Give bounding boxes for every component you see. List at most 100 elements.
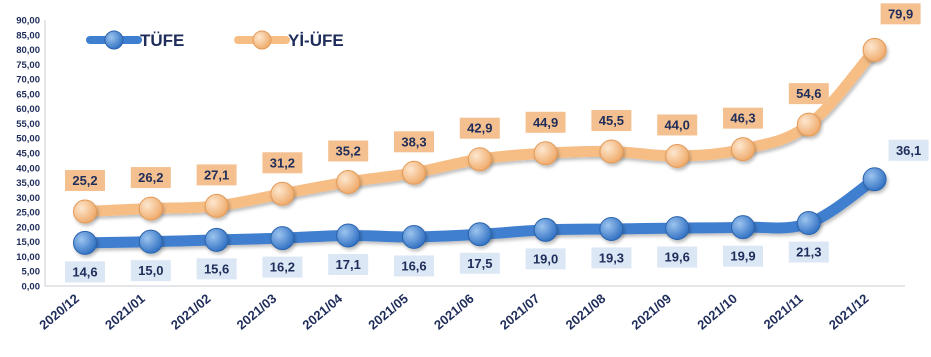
data-label: 44,9 <box>533 115 558 130</box>
y-tick-label: 15,00 <box>16 237 40 248</box>
series-1-point <box>862 37 887 62</box>
series-1-point <box>731 137 755 162</box>
data-label: 27,1 <box>204 167 229 182</box>
series-0-point <box>796 211 821 236</box>
series-1-point <box>204 193 229 218</box>
x-tick-label: 2021/02 <box>168 291 214 333</box>
y-tick-label: 65,00 <box>16 89 40 100</box>
legend-marker-1 <box>252 30 272 50</box>
data-label: 26,2 <box>138 170 163 185</box>
y-tick-label: 55,00 <box>16 119 40 130</box>
series-1-point <box>402 160 426 185</box>
data-label-box <box>880 3 921 25</box>
data-label: 36,1 <box>896 143 921 158</box>
x-axis: 2020/12 2021/01 2021/02 2021/03 2021/04 2021/… <box>36 285 905 333</box>
y-tick-label: 60,00 <box>16 104 40 115</box>
data-label: 44,0 <box>665 117 690 132</box>
data-label: 42,9 <box>467 121 492 136</box>
y-tick-label: 5,00 <box>22 267 41 278</box>
y-tick-label: 45,00 <box>16 149 40 160</box>
data-label-box <box>657 114 698 136</box>
data-label-box <box>591 110 632 132</box>
data-label: 14,6 <box>72 264 97 279</box>
data-label-box <box>459 252 500 274</box>
series-1-point <box>73 199 97 224</box>
series-0-point <box>862 167 887 192</box>
x-tick-label: 2021/01 <box>102 291 148 333</box>
y-tick-label: 20,00 <box>16 222 40 233</box>
data-label: 25,2 <box>72 173 97 188</box>
x-tick-label: 2020/12 <box>36 291 82 333</box>
x-tick-label: 2021/09 <box>628 291 674 333</box>
series-0-point <box>731 215 755 240</box>
data-label: 19,9 <box>730 249 755 264</box>
series-1-point <box>599 139 624 164</box>
data-label-box <box>394 255 434 277</box>
data-label: 16,2 <box>270 260 295 275</box>
data-label: 31,2 <box>270 155 295 170</box>
y-tick-label: 75,00 <box>16 60 40 71</box>
data-label: 17,5 <box>467 256 492 271</box>
series-1-point <box>665 143 690 168</box>
data-label: 38,3 <box>401 134 426 149</box>
y-tick-label: 70,00 <box>16 75 40 86</box>
series-0-point <box>467 222 492 247</box>
series-0-point <box>665 216 690 241</box>
data-label: 45,5 <box>599 113 624 128</box>
data-label-box <box>262 256 303 278</box>
data-labels: 14,6 15,0 15,6 16,2 17,1 16,6 17,5 19,0 19,3 19,6… <box>65 3 929 283</box>
x-tick-label: 2021/05 <box>365 291 411 333</box>
data-label-box <box>394 131 434 153</box>
x-tick-label: 2021/08 <box>563 291 609 333</box>
y-tick-label: 85,00 <box>16 30 40 41</box>
data-label: 19,3 <box>599 250 624 265</box>
data-label-box <box>196 164 237 186</box>
data-label-box <box>65 170 105 192</box>
data-label-box <box>130 260 171 282</box>
series-0-point <box>599 216 624 241</box>
data-label-box <box>888 139 929 161</box>
series-0-point <box>138 229 163 254</box>
data-label-box <box>657 246 698 268</box>
data-label: 15,6 <box>204 261 229 276</box>
x-tick-label: 2021/07 <box>497 291 543 333</box>
data-label-box <box>65 261 105 283</box>
y-tick-label: 30,00 <box>16 193 40 204</box>
data-label: 46,3 <box>730 111 755 126</box>
data-label-box <box>130 167 171 189</box>
data-label-box <box>459 117 500 139</box>
data-label-box <box>262 152 303 174</box>
series-1-point <box>138 196 163 221</box>
series-1-point <box>796 112 821 137</box>
data-label: 21,3 <box>796 245 821 260</box>
legend-label-1: Yİ-ÜFE <box>288 31 344 50</box>
x-tick-label: 2021/11 <box>761 291 806 332</box>
series-0-point <box>533 217 558 242</box>
y-tick-label: 80,00 <box>16 45 40 56</box>
data-label-box <box>723 107 763 129</box>
legend-marker-0 <box>104 30 124 50</box>
y-tick-label: 90,00 <box>16 16 40 27</box>
x-tick-label: 2021/03 <box>234 291 280 333</box>
data-label-box <box>525 248 566 270</box>
legend-label-0: TÜFE <box>140 31 184 50</box>
y-tick-label: 25,00 <box>16 208 40 219</box>
data-label: 15,0 <box>138 263 163 278</box>
series-1-point <box>336 169 361 194</box>
series-0-point <box>73 230 97 255</box>
series-1-point <box>467 147 492 172</box>
series-1-point <box>533 141 558 166</box>
series-0-point <box>402 224 426 249</box>
x-tick-label: 2021/12 <box>826 291 872 333</box>
data-label: 16,6 <box>401 258 426 273</box>
data-label-box <box>591 247 632 269</box>
data-label: 17,1 <box>336 257 361 272</box>
data-label: 19,6 <box>665 250 690 265</box>
data-label: 19,0 <box>533 251 558 266</box>
y-tick-label: 40,00 <box>16 163 40 174</box>
data-label: 35,2 <box>336 143 361 158</box>
data-label: 54,6 <box>796 86 821 101</box>
series-0-point <box>336 223 361 248</box>
data-label-box <box>328 140 369 162</box>
